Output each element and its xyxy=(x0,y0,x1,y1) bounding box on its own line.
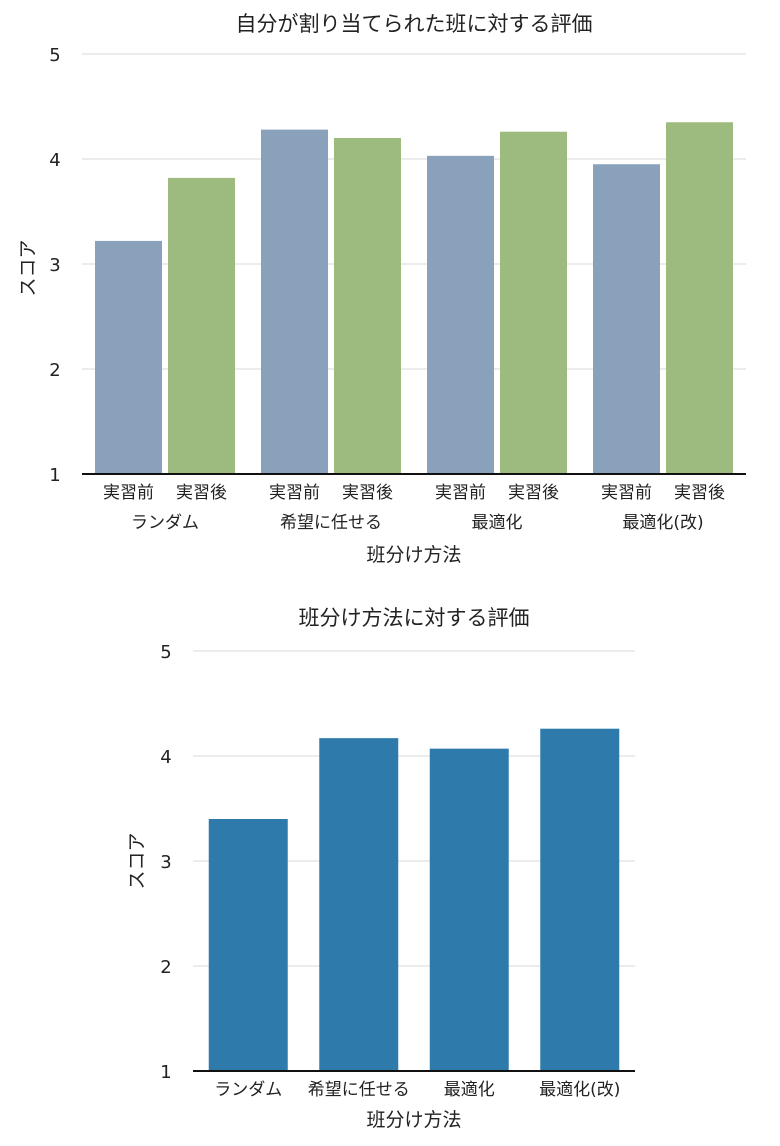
bar-after xyxy=(334,138,401,474)
x-category-label: ランダム xyxy=(131,513,199,533)
x-subcategory-label: 実習後 xyxy=(176,483,227,503)
bar-before xyxy=(261,129,328,474)
bar xyxy=(540,728,620,1071)
chart-title: 班分け方法に対する評価 xyxy=(299,606,530,630)
y-tick-label: 2 xyxy=(160,957,171,978)
x-category-labels: ランダム 希望に任せる 最適化 最適化(改) xyxy=(214,1080,620,1100)
y-tick-label: 5 xyxy=(49,45,60,66)
x-category-label: 希望に任せる xyxy=(280,513,382,533)
x-category-label: ランダム xyxy=(214,1080,282,1100)
y-tick-label: 2 xyxy=(49,360,60,381)
bar-after xyxy=(666,122,733,474)
x-category-label: 最適化(改) xyxy=(622,513,703,533)
y-tick-label: 1 xyxy=(49,465,60,486)
x-category-label: 最適化 xyxy=(472,513,523,533)
x-subcategory-label: 実習前 xyxy=(601,483,652,503)
y-axis-label: スコア xyxy=(17,239,39,296)
bar-after xyxy=(168,177,235,474)
bar xyxy=(208,819,288,1071)
x-axis-label: 班分け方法 xyxy=(366,1109,461,1131)
x-axis-label: 班分け方法 xyxy=(366,544,461,566)
x-subcategory-label: 実習前 xyxy=(103,483,154,503)
bar-before xyxy=(593,164,660,474)
x-subcategory-labels: 実習前 実習後 実習前 実習後 実習前 実習後 実習前 実習後 xyxy=(103,483,725,503)
bar-chart-method-evaluation: 班分け方法に対する評価 1 2 3 4 5 ランダム 希望に任せる 最適化 最適化(改) 班分… xyxy=(126,606,635,1131)
y-tick-label: 1 xyxy=(160,1062,171,1083)
y-tick-label: 4 xyxy=(49,150,60,171)
bar xyxy=(319,738,399,1071)
chart-title: 自分が割り当てられた班に対する評価 xyxy=(236,12,593,36)
y-tick-label: 4 xyxy=(160,747,171,768)
y-axis-label: スコア xyxy=(126,832,148,889)
x-category-label: 最適化(改) xyxy=(539,1080,620,1100)
bars xyxy=(95,122,733,474)
x-category-label: 最適化 xyxy=(444,1080,495,1100)
x-subcategory-label: 実習後 xyxy=(674,483,725,503)
bar xyxy=(429,748,509,1071)
bar-after xyxy=(500,131,567,474)
bar-before xyxy=(95,240,162,474)
y-tick-label: 3 xyxy=(49,255,60,276)
y-tick-labels: 1 2 3 4 5 xyxy=(49,45,60,486)
bar-before xyxy=(427,155,494,474)
x-subcategory-label: 実習後 xyxy=(342,483,393,503)
x-subcategory-label: 実習後 xyxy=(508,483,559,503)
bars xyxy=(208,728,620,1071)
y-tick-label: 3 xyxy=(160,852,171,873)
x-subcategory-label: 実習前 xyxy=(269,483,320,503)
x-category-labels: ランダム 希望に任せる 最適化 最適化(改) xyxy=(131,513,704,533)
y-tick-labels: 1 2 3 4 5 xyxy=(160,642,171,1083)
y-tick-label: 5 xyxy=(160,642,171,663)
x-subcategory-label: 実習前 xyxy=(435,483,486,503)
x-category-label: 希望に任せる xyxy=(308,1080,410,1100)
grouped-bar-chart-assignment-evaluation: 自分が割り当てられた班に対する評価 12345 実習前 実習後 実習前 実習後 実習前実… xyxy=(17,12,746,566)
